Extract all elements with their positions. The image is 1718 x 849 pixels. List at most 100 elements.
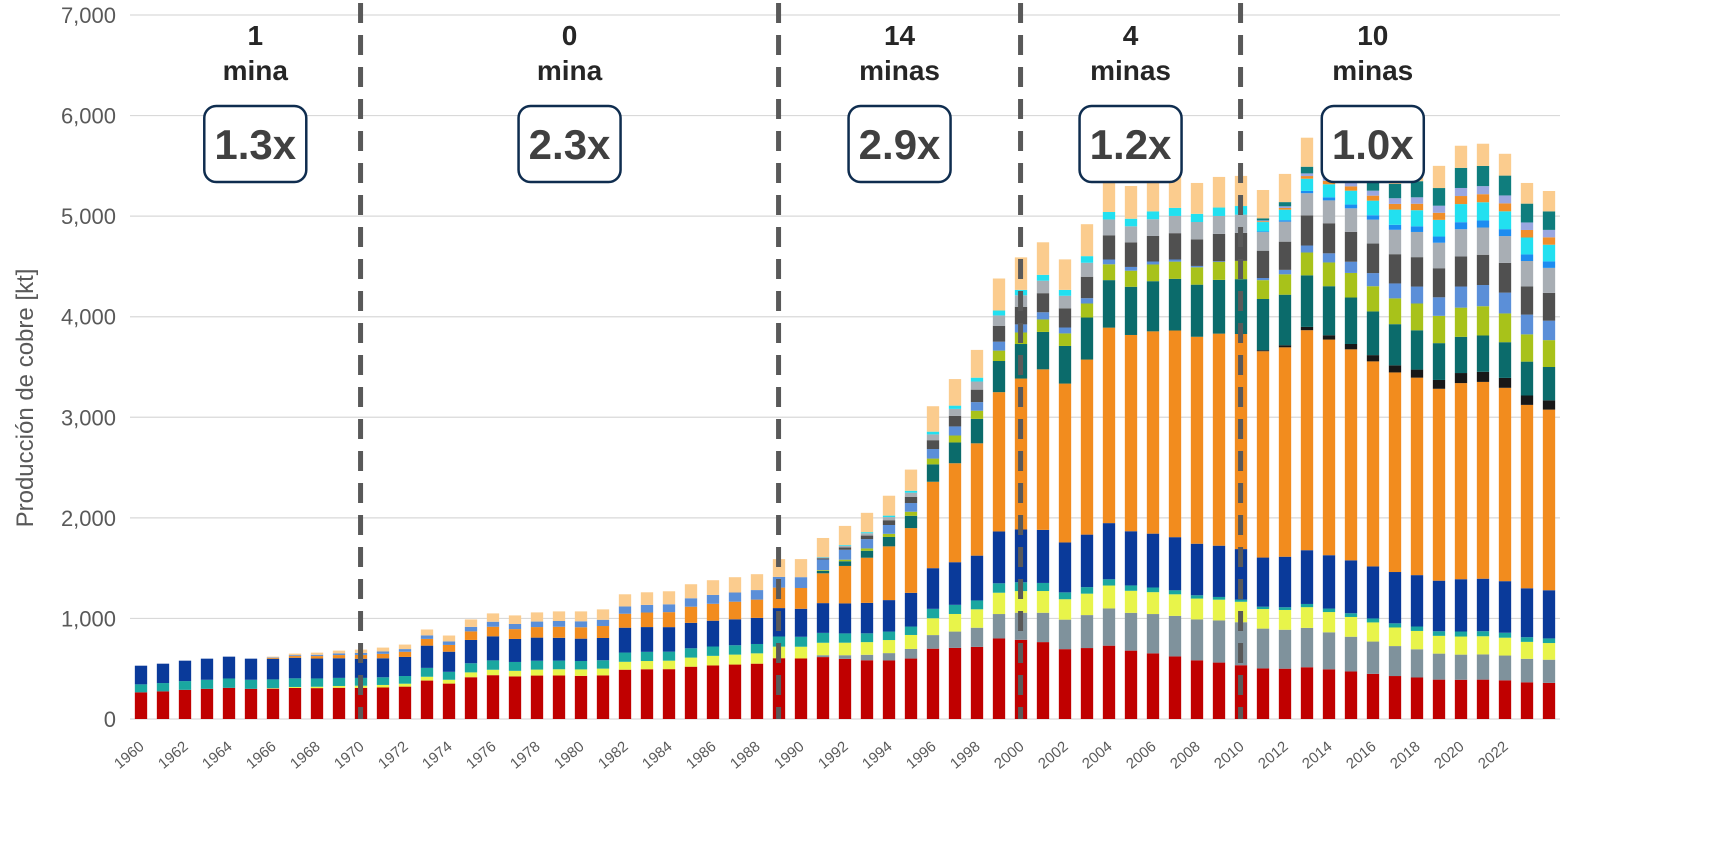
bar-segment-2017-10 [1388,254,1402,284]
bar-segment-1999-8 [992,350,1006,362]
bar-segment-1978-5 [530,627,544,638]
bar-segment-1967-2 [288,686,302,688]
bar-segment-1996-13 [926,431,940,435]
bar-2017 [1388,159,1402,719]
bar-segment-2002-3 [1058,592,1072,600]
bar-segment-2009-2 [1212,599,1226,621]
bar-segment-2007-5 [1168,330,1182,538]
bar-segment-2015-14 [1344,186,1358,191]
bar-segment-1971-2 [376,684,390,688]
period-multiplier-box [203,104,308,184]
bar-segment-2006-13 [1146,211,1160,220]
x-tick-label: 1996 [903,738,939,772]
bar-segment-2019-11 [1432,242,1446,269]
bar-segment-1979-5 [552,626,566,638]
bar-segment-1992-18 [838,525,852,546]
bar-segment-2009-1 [1212,620,1226,663]
bar-segment-2004-4 [1102,523,1116,580]
bar-segment-2006-11 [1146,219,1160,236]
bar-segment-1987-2 [728,654,742,665]
bar-1988 [750,574,764,719]
bar-segment-2006-10 [1146,235,1160,262]
bar-segment-1976-18 [486,613,500,622]
bar-segment-1968-9 [310,654,324,657]
bar-segment-1992-3 [838,633,852,643]
bar-segment-1974-3 [442,671,456,680]
bar-segment-2002-0 [1058,649,1072,719]
bar-segment-2017-15 [1388,198,1402,204]
bar-segment-2014-10 [1322,223,1336,254]
bar-segment-2017-4 [1388,572,1402,624]
bar-segment-1974-5 [442,644,456,652]
x-tick-label: 1992 [815,738,851,772]
x-tick-label: 1986 [683,738,719,772]
bar-segment-1985-0 [684,666,698,719]
bar-segment-1998-3 [970,600,984,610]
bar-segment-2019-0 [1432,679,1446,719]
bar-segment-1995-2 [904,634,918,649]
bar-segment-1983-5 [640,612,654,628]
bar-segment-2009-8 [1212,261,1226,280]
bar-segment-2011-16 [1256,218,1270,221]
bar-segment-1993-8 [860,548,874,551]
bar-segment-2011-13 [1256,222,1270,232]
x-tick-label: 1974 [419,738,455,772]
bar-segment-2014-0 [1322,669,1336,719]
x-tick-label: 2010 [1211,738,1247,772]
bar-segment-2019-6 [1432,379,1446,389]
bar-segment-1999-9 [992,341,1006,351]
bar-segment-2006-5 [1146,331,1160,534]
bar-segment-2024-10 [1542,292,1556,321]
bar-segment-2001-9 [1036,312,1050,320]
bar-segment-1972-0 [398,686,412,719]
bar-segment-1998-0 [970,646,984,719]
bar-segment-2018-16 [1410,181,1424,198]
bar-segment-1982-18 [618,594,632,607]
bar-segment-1973-2 [420,676,434,681]
bar-segment-1998-8 [970,410,984,419]
bar-segment-1978-2 [530,669,544,676]
bar-segment-2012-3 [1278,607,1292,610]
bar-segment-2006-8 [1146,264,1160,282]
bar-segment-2024-5 [1542,409,1556,591]
bar-segment-1998-4 [970,555,984,601]
bar-segment-2019-1 [1432,653,1446,680]
bar-segment-2001-0 [1036,642,1050,719]
bar-segment-1995-4 [904,592,918,627]
bar-segment-2005-18 [1124,185,1138,219]
y-axis-ticks: 0 1,000 2,000 3,000 4,000 5,000 6,000 7,000 [61,3,116,732]
bar-segment-1994-0 [882,660,896,719]
bar-2022 [1498,153,1512,719]
bar-segment-2009-13 [1212,207,1226,216]
bar-segment-1971-0 [376,687,390,719]
bar-segment-1982-2 [618,661,632,670]
bar-segment-2008-3 [1190,595,1204,599]
bar-2013 [1300,137,1314,719]
bar-segment-1994-18 [882,495,896,516]
bar-segment-1979-3 [552,660,566,670]
bar-segment-1993-13 [860,532,874,534]
bar-segment-1990-2 [794,646,808,659]
bar-segment-1996-0 [926,648,940,719]
bar-segment-1987-3 [728,645,742,655]
bar-segment-2017-6 [1388,365,1402,373]
x-tick-label: 2004 [1079,738,1115,772]
bar-segment-1974-9 [442,641,456,645]
bar-segment-1973-4 [420,645,434,668]
bar-segment-2021-14 [1476,194,1490,203]
x-tick-label: 1964 [199,738,235,772]
bar-segment-2013-15 [1300,173,1314,177]
bar-segment-2015-6 [1344,343,1358,350]
bar-segment-2017-9 [1388,283,1402,299]
bar-segment-1972-5 [398,651,412,657]
bar-2019 [1432,165,1446,719]
x-tick-label: 1966 [243,738,279,772]
bar-segment-1961-4 [156,663,170,684]
bar-segment-2023-12 [1520,254,1534,262]
bar-segment-2014-14 [1322,180,1336,185]
bar-segment-2012-18 [1278,173,1292,203]
bar-segment-1998-1 [970,627,984,647]
bar-segment-2003-18 [1080,224,1094,257]
bar-2011 [1256,189,1270,719]
bar-segment-2024-2 [1542,643,1556,660]
